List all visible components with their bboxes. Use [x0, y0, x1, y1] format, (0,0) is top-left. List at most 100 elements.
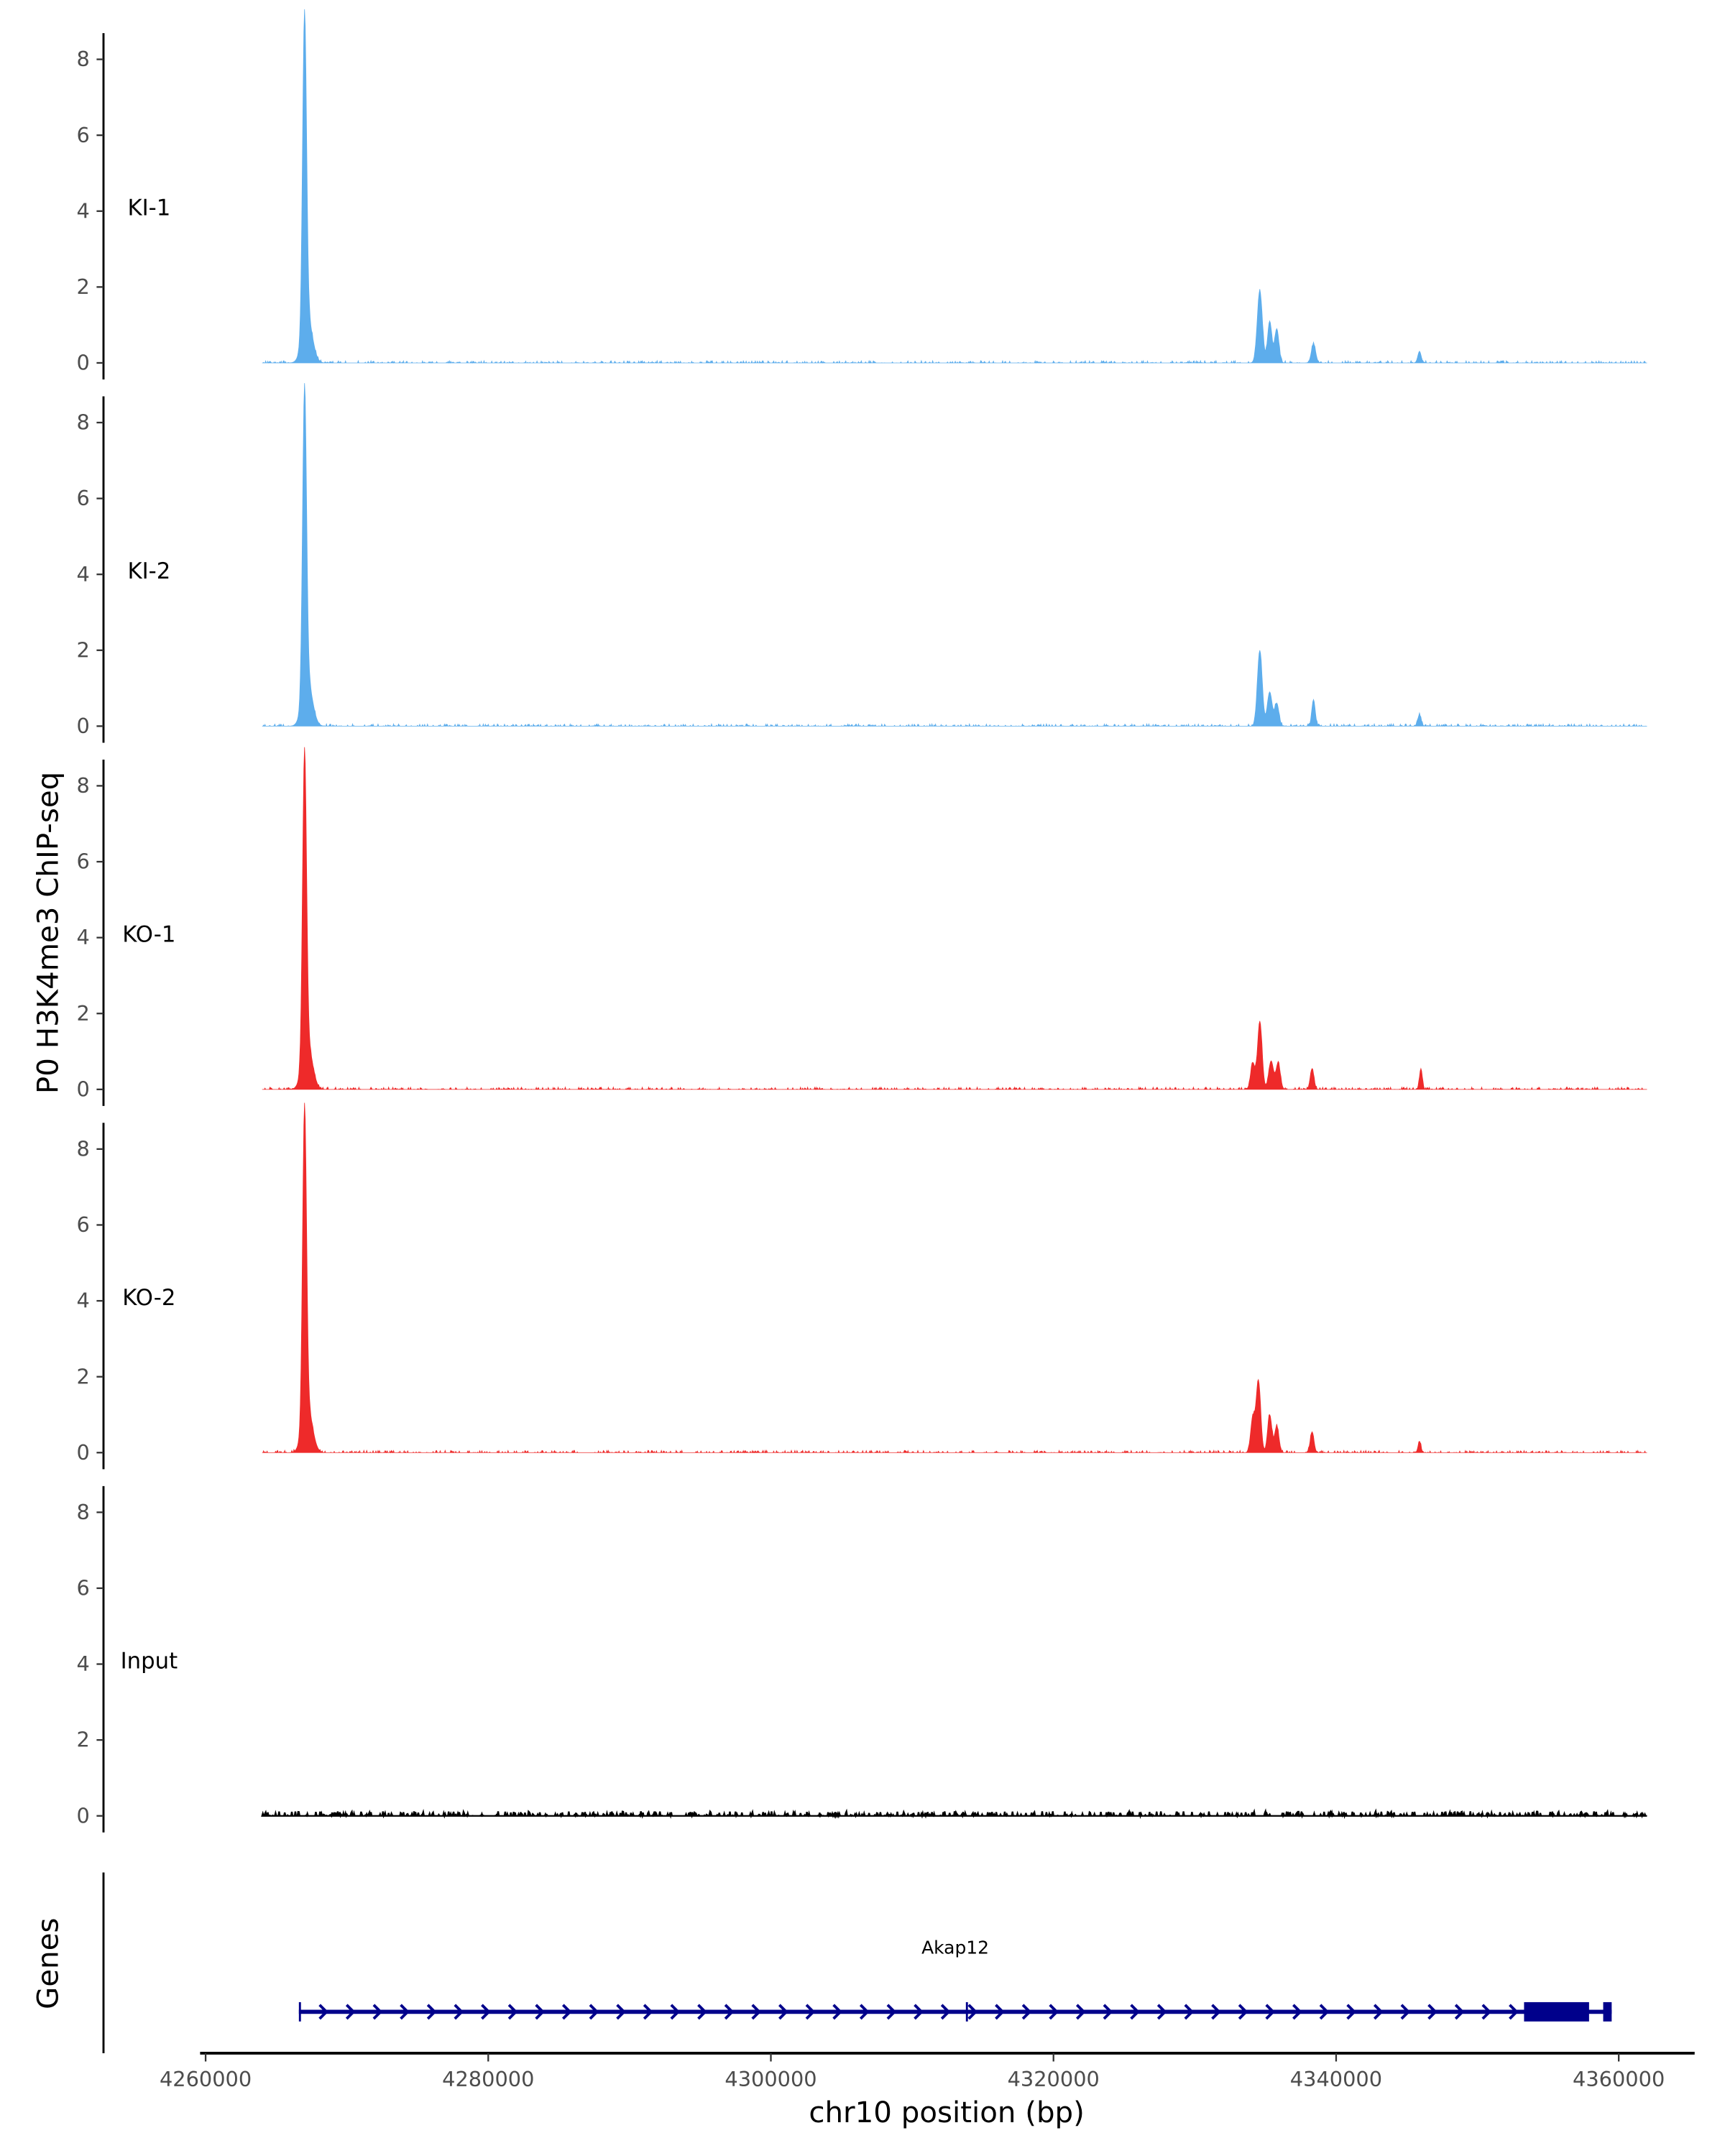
strand-arrow-icon	[1265, 2004, 1276, 2020]
x-tick-label: 4260000	[160, 2067, 252, 2091]
y-tick-label: 6	[76, 486, 89, 510]
strand-arrow-icon	[345, 2004, 356, 2020]
x-tick-label: 4300000	[724, 2067, 816, 2091]
exon	[1524, 2001, 1589, 2022]
y-tick-label: 6	[76, 123, 89, 147]
strand-arrow-icon	[1021, 2004, 1032, 2020]
y-tick-label: 4	[76, 198, 89, 223]
strand-arrow-icon	[1049, 2004, 1059, 2020]
strand-arrow-icon	[670, 2004, 681, 2020]
strand-arrow-icon	[724, 2004, 735, 2020]
strand-arrow-icon	[697, 2004, 707, 2020]
signal-area	[261, 1808, 1647, 1820]
strand-arrow-icon	[886, 2004, 897, 2020]
gene-label: Akap12	[921, 1938, 989, 1958]
x-tick-label: 4360000	[1573, 2067, 1665, 2091]
y-tick-label: 8	[76, 773, 89, 798]
y-tick-label: 6	[76, 1212, 89, 1237]
y-tick-label: 0	[76, 1803, 89, 1828]
strand-arrow-icon	[805, 2004, 816, 2020]
strand-arrow-icon	[454, 2004, 464, 2020]
exon	[965, 2001, 968, 2022]
strand-arrow-icon	[914, 2004, 924, 2020]
strand-arrow-icon	[507, 2004, 518, 2020]
track-ki-2: 0 2 4 6 8 KI-2	[76, 383, 1647, 743]
y-tick-label: 2	[76, 1364, 89, 1388]
y-axis-title: P0 H3K4me3 ChIP-seq	[32, 772, 65, 1094]
strand-arrow-icon	[1373, 2004, 1384, 2020]
y-tick-label: 8	[76, 1136, 89, 1161]
y-tick-label: 2	[76, 275, 89, 299]
y-tick-label: 4	[76, 1651, 89, 1676]
track-input: 0 2 4 6 8 Input	[76, 1485, 1647, 1833]
y-tick-label: 0	[76, 1077, 89, 1101]
strand-arrow-icon	[1075, 2004, 1086, 2020]
track-ki-1: 0 2 4 6 8 KI-1	[76, 9, 1647, 379]
x-tick-label: 4280000	[442, 2067, 534, 2091]
exon	[1603, 2001, 1612, 2022]
strand-arrow-icon	[1346, 2004, 1356, 2020]
track-label: KI-1	[127, 195, 170, 221]
y-tick-label: 6	[76, 849, 89, 874]
strand-arrow-icon	[400, 2004, 410, 2020]
strand-arrow-icon	[1481, 2004, 1492, 2020]
track-label: KO-1	[122, 921, 175, 947]
y-tick-label: 2	[76, 637, 89, 662]
strand-arrow-icon	[832, 2004, 842, 2020]
x-axis-title: chr10 position (bp)	[809, 2096, 1085, 2129]
strand-arrow-icon	[1156, 2004, 1167, 2020]
y-tick-label: 0	[76, 714, 89, 738]
strand-arrow-icon	[1509, 2004, 1519, 2020]
signal-area	[262, 747, 1647, 1091]
track-label: KI-2	[127, 558, 170, 584]
strand-arrow-icon	[995, 2004, 1005, 2020]
exon	[298, 2001, 301, 2022]
y-tick-label: 2	[76, 1001, 89, 1026]
strand-arrow-icon	[616, 2004, 626, 2020]
strand-arrow-icon	[967, 2004, 978, 2020]
strand-arrow-icon	[481, 2004, 491, 2020]
track-ko-2: 0 2 4 6 8 KO-2	[76, 1102, 1647, 1470]
y-tick-label: 6	[76, 1576, 89, 1600]
strand-arrow-icon	[589, 2004, 599, 2020]
strand-arrow-icon	[372, 2004, 383, 2020]
strand-arrow-icon	[1211, 2004, 1221, 2020]
signal-area	[262, 9, 1647, 364]
y-tick-label: 4	[76, 925, 89, 949]
strand-arrow-icon	[318, 2004, 328, 2020]
y-tick-label: 4	[76, 562, 89, 586]
strand-arrow-icon	[643, 2004, 653, 2020]
track-ko-1: 0 2 4 6 8 KO-1	[76, 747, 1647, 1106]
track-label: Input	[121, 1648, 178, 1674]
y-tick-label: 0	[76, 1440, 89, 1465]
y-tick-label: 4	[76, 1289, 89, 1313]
strand-arrow-icon	[1319, 2004, 1330, 2020]
strand-arrow-icon	[1103, 2004, 1113, 2020]
track-label: KO-2	[122, 1285, 175, 1311]
strand-arrow-icon	[1454, 2004, 1465, 2020]
y-tick-label: 0	[76, 351, 89, 375]
strand-arrow-icon	[1400, 2004, 1411, 2020]
signal-area	[262, 1102, 1647, 1454]
strand-arrow-icon	[940, 2004, 951, 2020]
strand-arrow-icon	[1292, 2004, 1302, 2020]
strand-arrow-icon	[1427, 2004, 1438, 2020]
y-tick-label: 2	[76, 1728, 89, 1752]
y-tick-label: 8	[76, 47, 89, 71]
strand-arrow-icon	[859, 2004, 870, 2020]
strand-arrow-icon	[535, 2004, 546, 2020]
x-tick-label: 4320000	[1008, 2067, 1100, 2091]
strand-arrow-icon	[751, 2004, 762, 2020]
strand-arrow-icon	[1130, 2004, 1140, 2020]
y-tick-label: 8	[76, 1500, 89, 1524]
strand-arrow-icon	[426, 2004, 437, 2020]
signal-area	[262, 383, 1647, 727]
strand-arrow-icon	[778, 2004, 788, 2020]
x-tick-label: 4340000	[1290, 2067, 1382, 2091]
gene-akap12: Akap12	[298, 1938, 1612, 2022]
strand-arrow-icon	[1184, 2004, 1195, 2020]
strand-arrow-icon	[1238, 2004, 1248, 2020]
y-tick-label: 8	[76, 410, 89, 435]
genes-axis-title: Genes	[32, 1917, 65, 2009]
